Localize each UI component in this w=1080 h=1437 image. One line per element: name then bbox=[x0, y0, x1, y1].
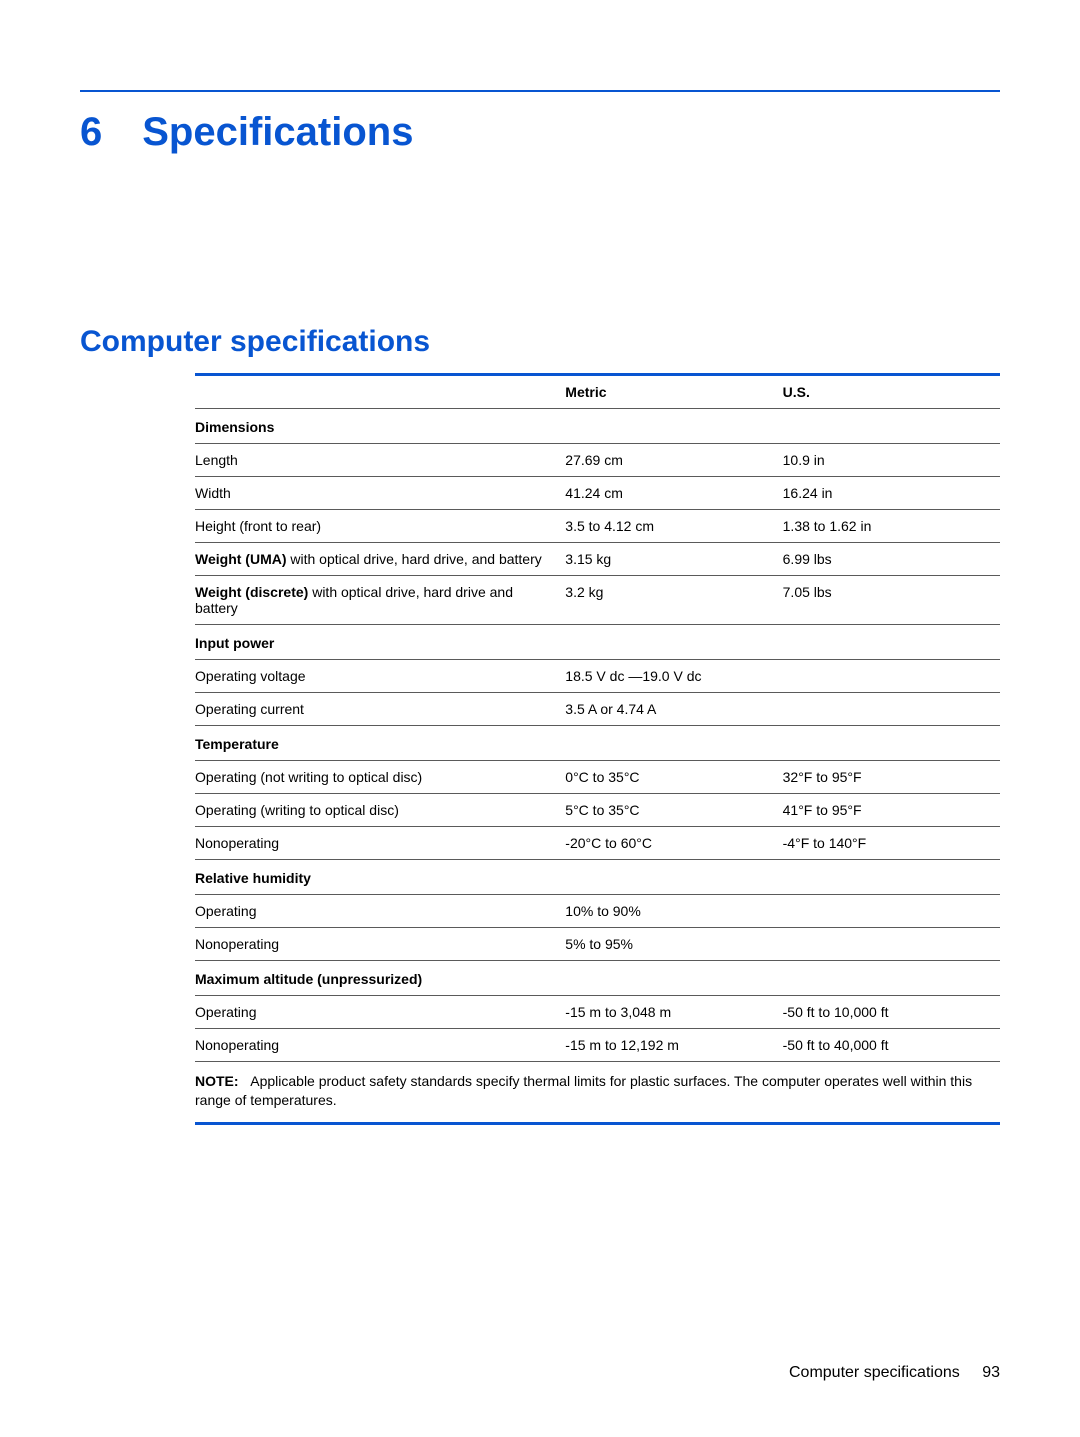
table-row: Operating (not writing to optical disc) … bbox=[195, 761, 1000, 794]
chapter-title: Specifications bbox=[142, 110, 413, 155]
row-metric: 3.5 A or 4.74 A bbox=[565, 693, 782, 726]
section-title: Computer specifications bbox=[80, 325, 1000, 359]
table-header-row: Metric U.S. bbox=[195, 376, 1000, 409]
row-label: Operating bbox=[195, 895, 565, 928]
table-row: Weight (discrete) with optical drive, ha… bbox=[195, 576, 1000, 625]
row-us: 7.05 lbs bbox=[783, 576, 1000, 625]
row-us: 16.24 in bbox=[783, 477, 1000, 510]
col-header-us: U.S. bbox=[783, 376, 1000, 409]
row-label: Nonoperating bbox=[195, 1029, 565, 1062]
row-label: Operating voltage bbox=[195, 660, 565, 693]
row-metric: 5°C to 35°C bbox=[565, 794, 782, 827]
row-metric: 10% to 90% bbox=[565, 895, 782, 928]
row-us: 41°F to 95°F bbox=[783, 794, 1000, 827]
row-metric: 3.15 kg bbox=[565, 543, 782, 576]
chapter-heading: 6 Specifications bbox=[80, 110, 1000, 155]
group-header: Dimensions bbox=[195, 409, 1000, 444]
row-us bbox=[783, 895, 1000, 928]
group-header: Maximum altitude (unpressurized) bbox=[195, 961, 1000, 996]
col-header-metric: Metric bbox=[565, 376, 782, 409]
spec-table-wrap: Metric U.S. Dimensions Length 27.69 cm 1… bbox=[195, 373, 1000, 1125]
row-us: 10.9 in bbox=[783, 444, 1000, 477]
row-label: Nonoperating bbox=[195, 928, 565, 961]
row-metric: 3.5 to 4.12 cm bbox=[565, 510, 782, 543]
group-header-label: Temperature bbox=[195, 726, 1000, 761]
row-label: Width bbox=[195, 477, 565, 510]
footer-page-number: 93 bbox=[982, 1364, 1000, 1381]
table-row: Length 27.69 cm 10.9 in bbox=[195, 444, 1000, 477]
group-header-label: Maximum altitude (unpressurized) bbox=[195, 961, 1000, 996]
row-us: -50 ft to 40,000 ft bbox=[783, 1029, 1000, 1062]
row-label: Nonoperating bbox=[195, 827, 565, 860]
row-label: Operating current bbox=[195, 693, 565, 726]
row-metric: 3.2 kg bbox=[565, 576, 782, 625]
row-us: -4°F to 140°F bbox=[783, 827, 1000, 860]
group-header: Temperature bbox=[195, 726, 1000, 761]
row-metric: 5% to 95% bbox=[565, 928, 782, 961]
row-us: 32°F to 95°F bbox=[783, 761, 1000, 794]
table-row: Nonoperating -15 m to 12,192 m -50 ft to… bbox=[195, 1029, 1000, 1062]
table-row: Weight (UMA) with optical drive, hard dr… bbox=[195, 543, 1000, 576]
group-header: Relative humidity bbox=[195, 860, 1000, 895]
row-metric: -15 m to 12,192 m bbox=[565, 1029, 782, 1062]
note-text: NOTE: Applicable product safety standard… bbox=[195, 1062, 1000, 1122]
row-label: Operating (not writing to optical disc) bbox=[195, 761, 565, 794]
row-us: 1.38 to 1.62 in bbox=[783, 510, 1000, 543]
table-row: Operating -15 m to 3,048 m -50 ft to 10,… bbox=[195, 996, 1000, 1029]
spec-table: Metric U.S. Dimensions Length 27.69 cm 1… bbox=[195, 376, 1000, 1122]
row-us bbox=[783, 660, 1000, 693]
row-metric: -15 m to 3,048 m bbox=[565, 996, 782, 1029]
row-metric: 27.69 cm bbox=[565, 444, 782, 477]
page-footer: Computer specifications 93 bbox=[789, 1364, 1000, 1382]
row-metric: 0°C to 35°C bbox=[565, 761, 782, 794]
row-metric: 41.24 cm bbox=[565, 477, 782, 510]
table-row: Nonoperating 5% to 95% bbox=[195, 928, 1000, 961]
row-us bbox=[783, 928, 1000, 961]
group-header-label: Relative humidity bbox=[195, 860, 1000, 895]
note-row: NOTE: Applicable product safety standard… bbox=[195, 1062, 1000, 1122]
row-label: Weight (UMA) with optical drive, hard dr… bbox=[195, 543, 565, 576]
row-label: Operating bbox=[195, 996, 565, 1029]
row-metric: 18.5 V dc —19.0 V dc bbox=[565, 660, 782, 693]
row-label: Weight (discrete) with optical drive, ha… bbox=[195, 576, 565, 625]
group-header-label: Input power bbox=[195, 625, 1000, 660]
table-row: Height (front to rear) 3.5 to 4.12 cm 1.… bbox=[195, 510, 1000, 543]
row-label: Operating (writing to optical disc) bbox=[195, 794, 565, 827]
table-row: Width 41.24 cm 16.24 in bbox=[195, 477, 1000, 510]
row-us: 6.99 lbs bbox=[783, 543, 1000, 576]
row-metric: -20°C to 60°C bbox=[565, 827, 782, 860]
table-row: Operating 10% to 90% bbox=[195, 895, 1000, 928]
table-row: Operating voltage 18.5 V dc —19.0 V dc bbox=[195, 660, 1000, 693]
top-rule bbox=[80, 90, 1000, 92]
row-label: Length bbox=[195, 444, 565, 477]
group-header-label: Dimensions bbox=[195, 409, 1000, 444]
row-us bbox=[783, 693, 1000, 726]
table-row: Operating (writing to optical disc) 5°C … bbox=[195, 794, 1000, 827]
table-row: Nonoperating -20°C to 60°C -4°F to 140°F bbox=[195, 827, 1000, 860]
footer-text: Computer specifications bbox=[789, 1364, 960, 1381]
table-row: Operating current 3.5 A or 4.74 A bbox=[195, 693, 1000, 726]
row-us: -50 ft to 10,000 ft bbox=[783, 996, 1000, 1029]
row-label: Height (front to rear) bbox=[195, 510, 565, 543]
chapter-number: 6 bbox=[80, 110, 102, 155]
group-header: Input power bbox=[195, 625, 1000, 660]
